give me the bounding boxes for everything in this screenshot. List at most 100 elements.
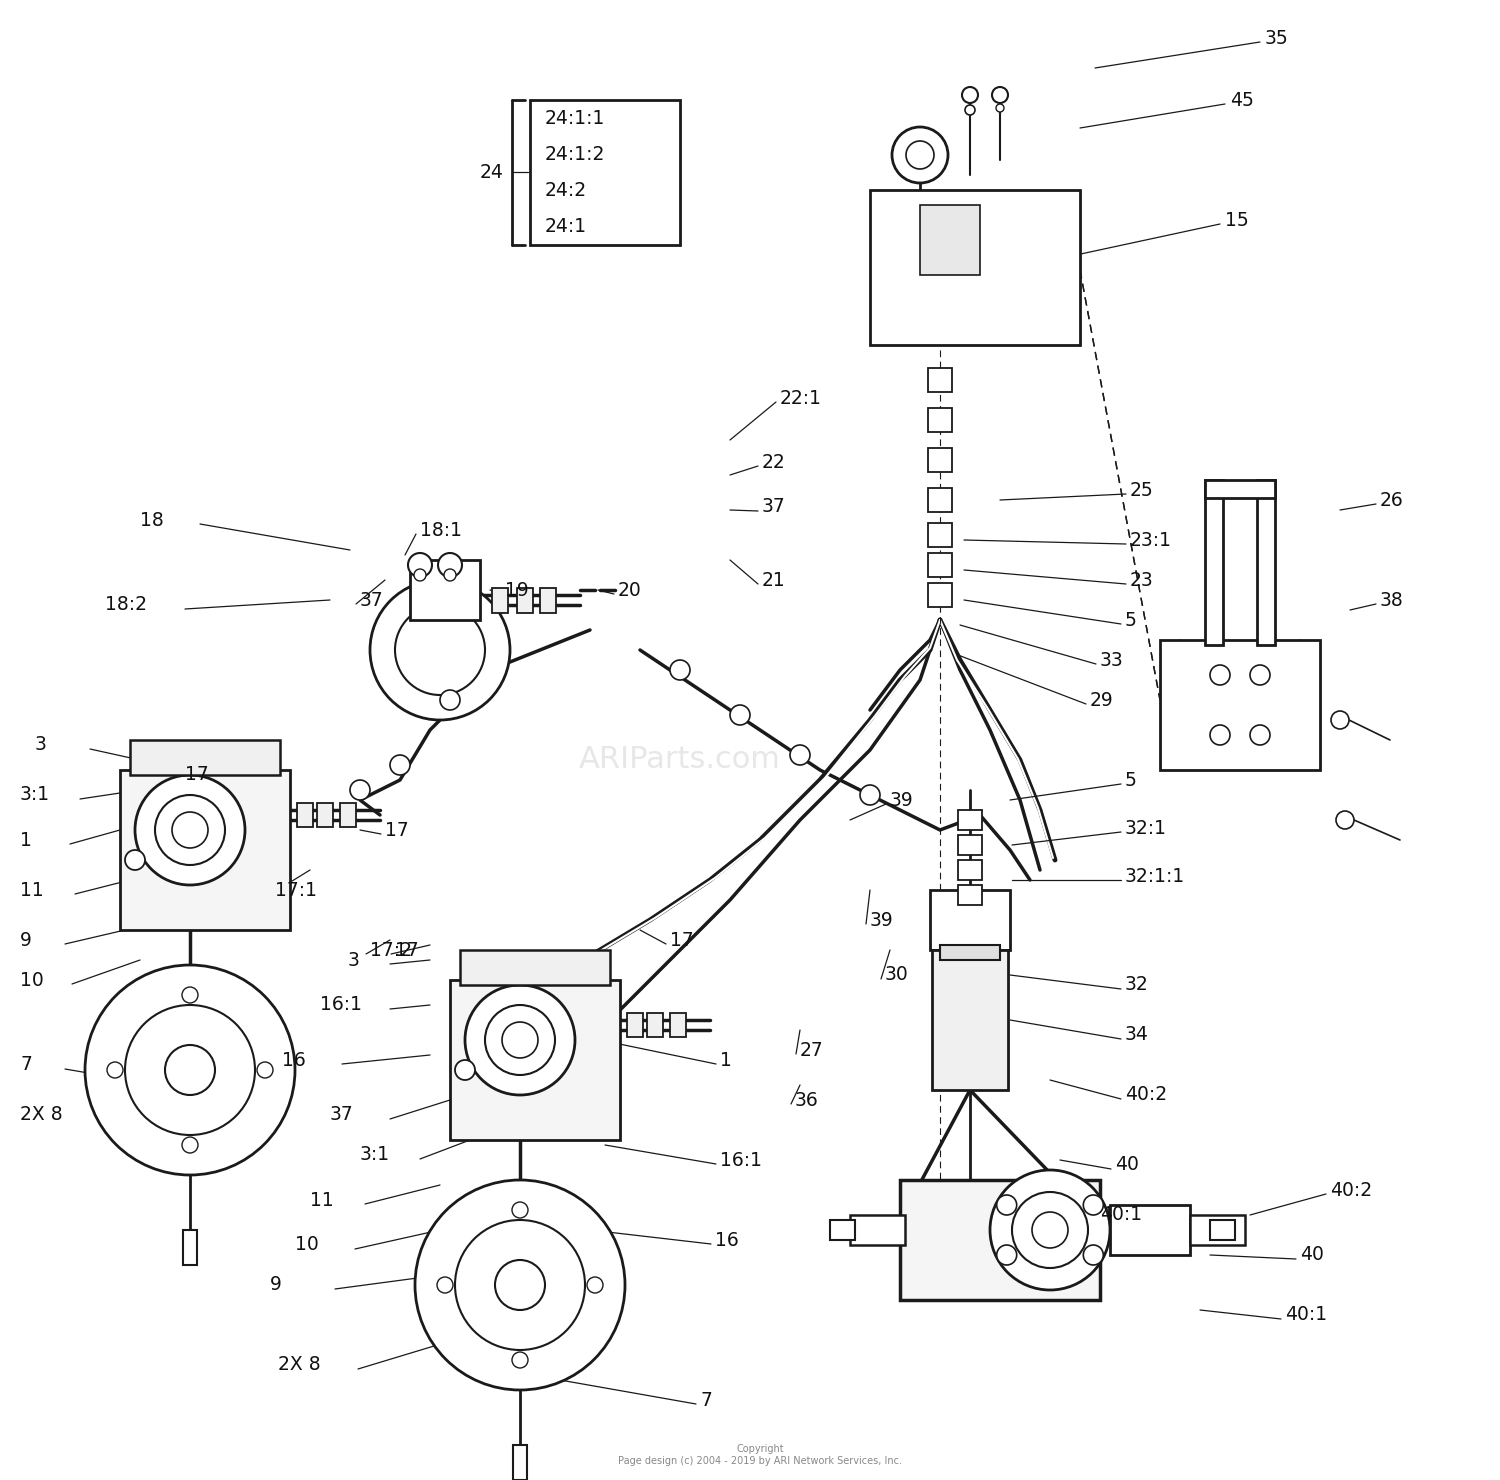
Text: 5: 5 — [1125, 771, 1137, 789]
Circle shape — [465, 986, 574, 1095]
Circle shape — [730, 704, 750, 725]
Circle shape — [512, 1353, 528, 1368]
Bar — [850, 1215, 904, 1245]
Bar — [930, 889, 1010, 950]
Text: 30: 30 — [885, 965, 909, 984]
Text: 19: 19 — [506, 580, 528, 599]
Bar — [316, 804, 333, 827]
Bar — [1257, 480, 1275, 645]
Bar — [130, 740, 280, 776]
Text: 23: 23 — [1130, 570, 1154, 589]
Text: 39: 39 — [870, 910, 894, 929]
Text: Copyright
Page design (c) 2004 - 2019 by ARI Network Services, Inc.: Copyright Page design (c) 2004 - 2019 by… — [618, 1444, 902, 1465]
Text: 45: 45 — [1230, 90, 1254, 110]
Text: 20: 20 — [618, 580, 642, 599]
Circle shape — [990, 1171, 1110, 1291]
Circle shape — [1013, 1191, 1088, 1268]
Text: 16: 16 — [282, 1051, 306, 1070]
Text: 17: 17 — [394, 940, 418, 959]
Text: 22: 22 — [762, 453, 786, 472]
Bar — [410, 559, 480, 620]
Circle shape — [408, 554, 432, 577]
Circle shape — [670, 660, 690, 679]
Text: 33: 33 — [1100, 651, 1124, 669]
Text: 24: 24 — [480, 163, 504, 182]
Bar — [340, 804, 356, 827]
Circle shape — [454, 1220, 585, 1350]
Circle shape — [440, 690, 460, 710]
Circle shape — [370, 580, 510, 719]
Bar — [460, 950, 610, 986]
Text: 40:1: 40:1 — [1100, 1206, 1142, 1224]
Text: 16: 16 — [716, 1230, 738, 1249]
Circle shape — [436, 1277, 453, 1294]
Circle shape — [992, 87, 1008, 104]
Text: 27: 27 — [800, 1040, 824, 1060]
Bar — [958, 860, 982, 881]
Circle shape — [350, 780, 370, 801]
Text: 3:1: 3:1 — [360, 1146, 390, 1165]
Bar — [1204, 480, 1222, 645]
Text: 32:1:1: 32:1:1 — [1125, 866, 1185, 885]
Text: ARIParts.com: ARIParts.com — [579, 746, 782, 774]
Text: 5: 5 — [1125, 610, 1137, 629]
Text: 26: 26 — [1380, 490, 1404, 509]
Circle shape — [390, 755, 410, 776]
Circle shape — [996, 104, 1004, 112]
Text: 35: 35 — [1264, 28, 1288, 47]
Text: 9: 9 — [270, 1276, 282, 1295]
Circle shape — [454, 1060, 476, 1080]
Circle shape — [394, 605, 484, 696]
Bar — [928, 408, 952, 432]
Text: 3: 3 — [34, 736, 46, 755]
Bar — [830, 1220, 855, 1240]
Bar — [1204, 480, 1275, 497]
Circle shape — [964, 105, 975, 115]
Bar — [513, 1444, 526, 1480]
Text: 3: 3 — [348, 950, 360, 969]
Bar — [900, 1180, 1100, 1299]
Bar — [920, 206, 980, 275]
Bar — [1210, 1220, 1234, 1240]
Text: 17: 17 — [184, 765, 209, 784]
Text: 24:1:1: 24:1:1 — [544, 108, 606, 127]
Circle shape — [414, 568, 426, 582]
Text: 7: 7 — [700, 1391, 712, 1409]
Bar — [518, 588, 532, 613]
Bar — [530, 101, 680, 246]
Text: 37: 37 — [360, 591, 384, 610]
Bar — [1160, 639, 1320, 770]
Bar — [450, 980, 620, 1140]
Circle shape — [106, 1063, 123, 1077]
Circle shape — [256, 1063, 273, 1077]
Bar — [183, 1230, 196, 1265]
Text: 32: 32 — [1125, 975, 1149, 995]
Circle shape — [892, 127, 948, 184]
Circle shape — [1210, 665, 1230, 685]
Text: 10: 10 — [20, 971, 44, 990]
Text: 37: 37 — [330, 1106, 354, 1125]
Text: 23:1: 23:1 — [1130, 530, 1172, 549]
Text: 1: 1 — [720, 1051, 732, 1070]
Text: 21: 21 — [762, 570, 786, 589]
Bar — [928, 522, 952, 548]
Text: 17: 17 — [386, 820, 408, 839]
Circle shape — [996, 1194, 1017, 1215]
Text: 11: 11 — [310, 1190, 333, 1209]
Text: 24:1:2: 24:1:2 — [544, 145, 606, 163]
Circle shape — [495, 1259, 544, 1310]
Circle shape — [172, 813, 208, 848]
Text: 38: 38 — [1380, 591, 1404, 610]
Circle shape — [586, 1277, 603, 1294]
Circle shape — [1083, 1194, 1104, 1215]
Circle shape — [1083, 1245, 1104, 1265]
Bar — [492, 588, 508, 613]
Circle shape — [438, 554, 462, 577]
Circle shape — [1250, 665, 1270, 685]
Text: 40:2: 40:2 — [1330, 1181, 1372, 1199]
Text: 18: 18 — [140, 511, 164, 530]
Bar — [120, 770, 290, 929]
Text: 22:1: 22:1 — [780, 388, 822, 407]
Bar — [670, 1012, 686, 1037]
Circle shape — [503, 1023, 538, 1058]
